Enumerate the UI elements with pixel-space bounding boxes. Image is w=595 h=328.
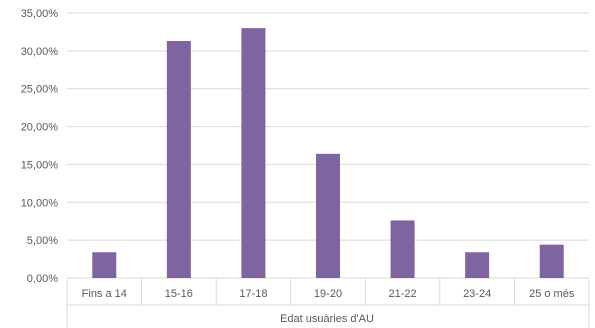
bar — [539, 244, 564, 278]
x-tick-label: Fins a 14 — [82, 288, 127, 300]
bar — [465, 252, 490, 278]
bar — [241, 28, 266, 279]
x-axis-label: Edat usuàries d'AU — [280, 313, 374, 325]
x-axis-frame — [66, 278, 590, 328]
y-axis-ticks: 0,00% 5,00% 10,00% 15,00% 20,00% 25,00% 30,00%… — [21, 8, 59, 285]
x-tick-label: 15-16 — [165, 288, 193, 300]
y-tick-label: 10,00% — [21, 197, 59, 209]
bar — [316, 153, 340, 278]
x-tick-label: 17-18 — [239, 288, 267, 300]
x-tick-label: 21-22 — [389, 288, 417, 300]
y-tick-label: 0,00% — [27, 273, 58, 285]
bar — [92, 252, 117, 278]
x-tick-label: 25 o més — [529, 288, 575, 300]
y-tick-label: 25,00% — [21, 84, 59, 96]
y-tick-label: 15,00% — [21, 159, 59, 171]
bar — [166, 41, 191, 279]
x-axis-ticks: Fins a 14 15-16 17-18 19-20 21-22 23-24 25 o m… — [82, 288, 575, 300]
x-tick-label: 19-20 — [314, 288, 342, 300]
y-tick-label: 5,00% — [27, 235, 58, 247]
y-tick-label: 35,00% — [21, 8, 59, 20]
bar — [390, 220, 415, 278]
y-tick-label: 20,00% — [21, 122, 59, 134]
x-tick-label: 23-24 — [463, 288, 491, 300]
bars — [92, 28, 564, 279]
y-tick-label: 30,00% — [21, 46, 59, 58]
